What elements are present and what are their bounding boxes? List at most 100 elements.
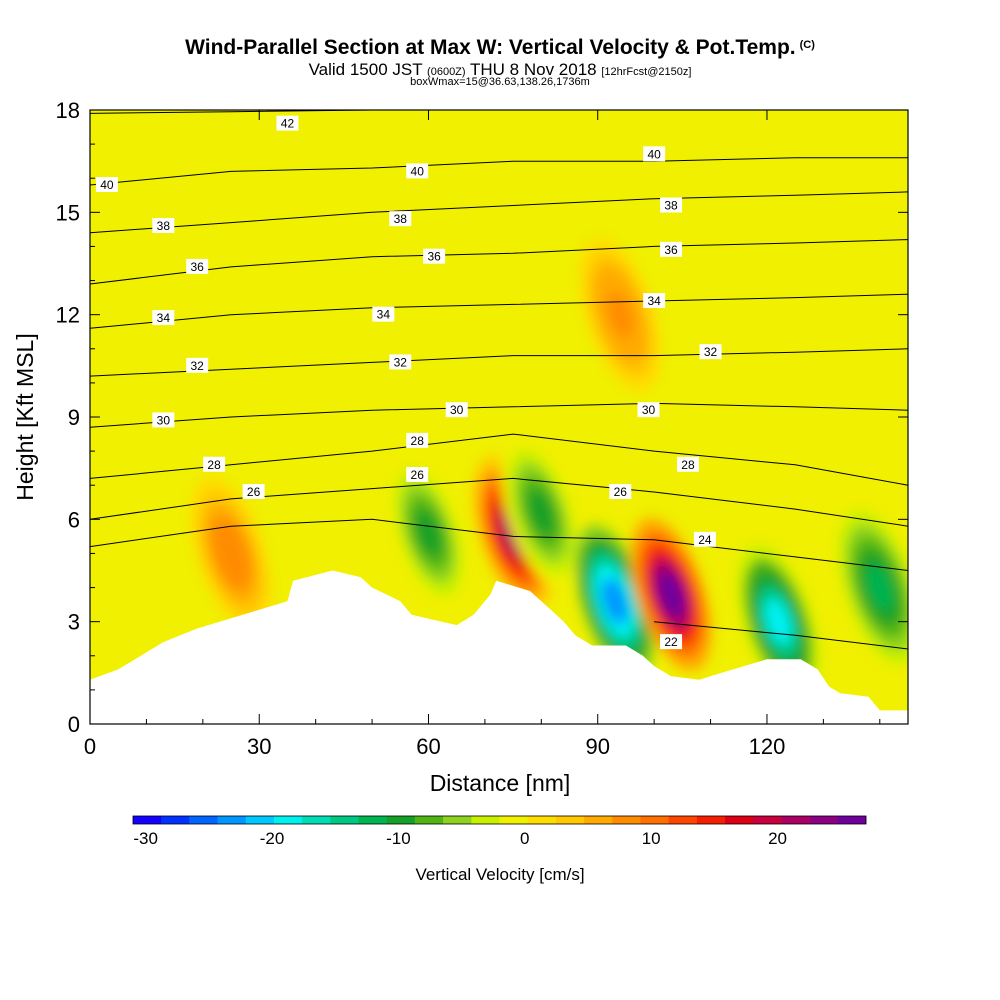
colorbar-swatch [245,816,275,824]
contour-label-40-2: 40 [643,146,666,162]
contour-label-32-2: 32 [699,344,722,360]
contour-label-text: 32 [191,359,205,373]
colorbar: -30 -20 -10 0 10 20 [132,815,867,848]
y-tick-label: 9 [68,405,80,430]
contour-label-text: 40 [100,178,114,192]
colorbar-swatch [555,816,585,824]
colorbar-swatch [471,816,500,824]
theta-contour-28 [90,433,908,486]
contour-label-28-2: 28 [676,456,699,472]
theta-contour-40 [90,157,908,186]
contour-label-36-1: 36 [423,248,446,264]
contour-label-text: 22 [664,635,678,649]
colorbar-swatch [358,816,388,824]
contour-label-text: 36 [427,250,441,264]
theta-contour-22 [654,621,908,650]
velocity-updraft-3 [630,517,712,672]
contour-label-text: 34 [377,308,391,322]
x-tick-label: 60 [416,734,440,759]
contour-label-38-1: 38 [389,211,412,227]
theta-contour-24 [90,518,908,571]
velocity-downdraft-5 [387,456,470,610]
x-tick-label: 0 [84,734,96,759]
y-tick-label: 18 [56,98,80,123]
y-tick-label: 6 [68,507,80,532]
contour-label-text: 32 [394,355,408,369]
contour-label-text: 26 [411,468,425,482]
title-main: Wind-Parallel Section at Max W: Vertical… [185,36,796,59]
contour-label-text: 30 [157,413,171,427]
contour-label-38-2: 38 [660,197,683,213]
colorbar-tick-label: -20 [260,829,285,848]
colorbar-swatch [753,816,782,824]
contour-label-28-0: 28 [203,456,226,472]
colorbar-swatch [696,816,726,824]
colorbar-swatch [133,816,162,824]
x-tick-label: 120 [749,734,786,759]
velocity-updraft-7 [579,237,661,392]
colorbar-swatch [725,816,754,824]
colorbar-swatch [273,816,303,824]
contour-label-text: 26 [614,485,628,499]
valid-time: Valid 1500 JST [308,60,423,79]
theta-contour-32 [90,348,908,377]
contour-label-32-0: 32 [186,357,209,373]
valid-zulu: (0600Z) [427,66,466,78]
contour-label-34-0: 34 [152,310,175,326]
theta-contour-34 [90,293,908,329]
contour-label-text: 26 [247,485,261,499]
contour-label-26-2: 26 [609,484,632,500]
contour-label-text: 32 [704,345,718,359]
colorbar-swatch [386,816,416,824]
contour-label-text: 28 [411,434,425,448]
colorbar-swatch [414,816,444,824]
colorbar-tick-label: -30 [133,829,158,848]
contour-label-text: 42 [281,117,295,131]
colorbar-swatch [161,816,190,824]
chart-subtitle: Valid 1500 JST (0600Z) THU 8 Nov 2018 [1… [0,60,1000,80]
box-info: boxWmax=15@36.63,138.26,1736m [410,76,590,88]
theta-contour-30 [90,402,908,428]
velocity-downdraft-8 [839,510,908,665]
colorbar-swatch [837,816,867,824]
contour-label-40-0: 40 [95,177,118,193]
chart-title: Wind-Parallel Section at Max W: Vertical… [0,36,1000,60]
contour-label-text: 38 [157,219,171,233]
colorbar-swatch [443,816,472,824]
contour-label-36-2: 36 [660,241,683,257]
colorbar-swatch [302,816,331,824]
contour-label-text: 40 [411,164,425,178]
theta-contour-36 [90,239,908,285]
contour-label-34-2: 34 [643,293,666,309]
contour-label-32-1: 32 [389,354,412,370]
contour-label-30-1: 30 [445,402,468,418]
contour-label-text: 38 [394,212,408,226]
colorbar-swatch [330,816,359,824]
colorbar-swatch [809,816,839,824]
velocity-downdraft-1 [500,435,583,590]
contour-label-42-0: 42 [276,115,299,131]
contour-label-30-0: 30 [152,412,175,428]
contour-label-36-0: 36 [186,258,209,274]
contour-label-40-1: 40 [406,163,429,179]
contour-label-text: 38 [664,199,678,213]
contour-label-text: 40 [647,147,661,161]
colorbar-label: Vertical Velocity [cm/s] [415,865,584,884]
x-axis-label: Distance [nm] [430,770,571,796]
contour-label-text: 24 [698,533,712,547]
y-tick-label: 0 [68,712,80,737]
colorbar-tick-label: -10 [386,829,411,848]
colorbar-swatch [668,816,698,824]
contour-label-text: 30 [450,403,464,417]
contour-label-text: 28 [207,458,221,472]
colorbar-tick-label: 20 [768,829,787,848]
x-tick-label: 90 [585,734,609,759]
colorbar-frame [132,815,867,825]
contour-label-text: 34 [647,294,661,308]
y-tick-label: 3 [68,610,80,635]
contour-label-38-0: 38 [152,217,175,233]
theta-contour-38 [90,191,908,234]
terrain [90,570,908,724]
forecast-info: [12hrFcst@2150z] [601,66,692,78]
colorbar-swatch [781,816,810,824]
